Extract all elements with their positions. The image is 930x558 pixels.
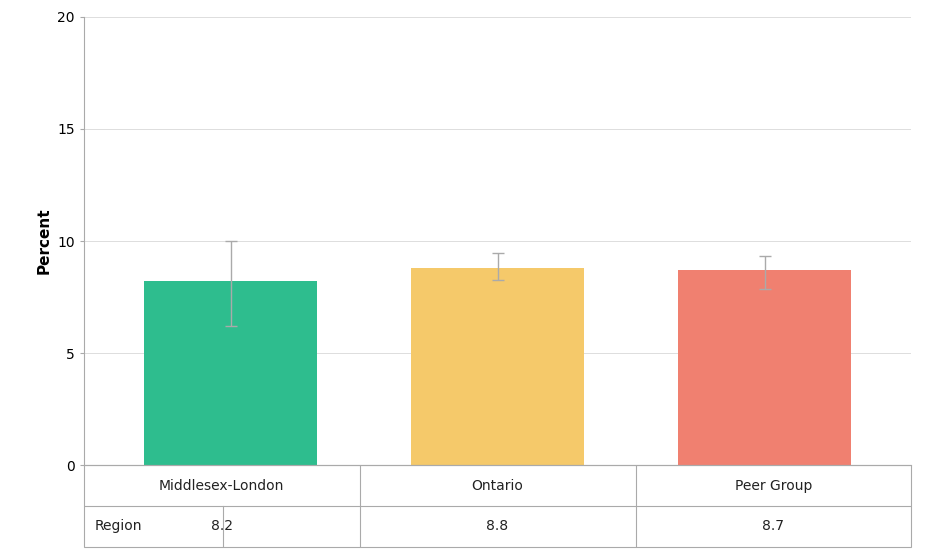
Text: Region: Region — [94, 519, 142, 533]
Bar — [411, 268, 584, 465]
Bar — [678, 270, 851, 465]
Text: 8.2: 8.2 — [211, 519, 232, 533]
Text: 8.8: 8.8 — [486, 519, 509, 533]
Bar — [144, 281, 317, 465]
Text: 8.7: 8.7 — [763, 519, 784, 533]
Text: Middlesex-London: Middlesex-London — [159, 479, 285, 493]
Y-axis label: Percent: Percent — [36, 208, 51, 275]
Text: Ontario: Ontario — [472, 479, 524, 493]
Text: Peer Group: Peer Group — [735, 479, 812, 493]
